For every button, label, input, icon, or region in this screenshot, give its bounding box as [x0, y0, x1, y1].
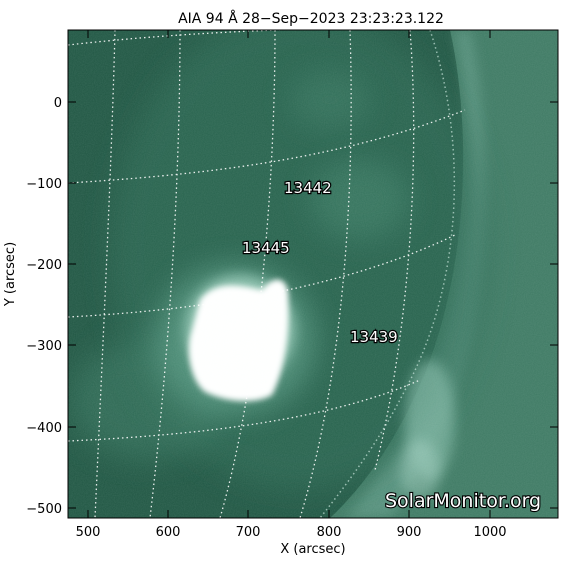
- x-tick-label: 700: [236, 525, 261, 540]
- plot-title: AIA 94 Å 28−Sep−2023 23:23:23.122: [178, 10, 444, 27]
- coordinate-grid: [68, 30, 470, 518]
- x-tick-label: 1000: [473, 525, 506, 540]
- watermark: SolarMonitor.org: [385, 490, 541, 512]
- y-axis-label: Y (arcsec): [3, 242, 18, 307]
- y-tick-label: 0: [54, 96, 62, 111]
- x-axis-label: X (arcsec): [280, 542, 345, 557]
- sun-image: [68, 30, 558, 518]
- x-tick-label: 500: [76, 525, 101, 540]
- y-axis: [68, 101, 558, 509]
- x-tick-label: 600: [156, 525, 181, 540]
- x-tick-label: 900: [397, 525, 422, 540]
- plot-frame: [67, 29, 559, 519]
- y-tick-label: −300: [26, 339, 62, 354]
- y-tick-label: −100: [26, 177, 62, 192]
- ar-label-13442: 13442: [284, 179, 332, 197]
- ar-label-13445: 13445: [242, 239, 290, 257]
- y-tick-label: −400: [26, 421, 62, 436]
- x-axis: [87, 30, 491, 518]
- y-tick-label: −200: [26, 258, 62, 273]
- y-tick-label: −500: [26, 502, 62, 517]
- ar-label-13439: 13439: [350, 328, 398, 346]
- x-tick-label: 800: [317, 525, 342, 540]
